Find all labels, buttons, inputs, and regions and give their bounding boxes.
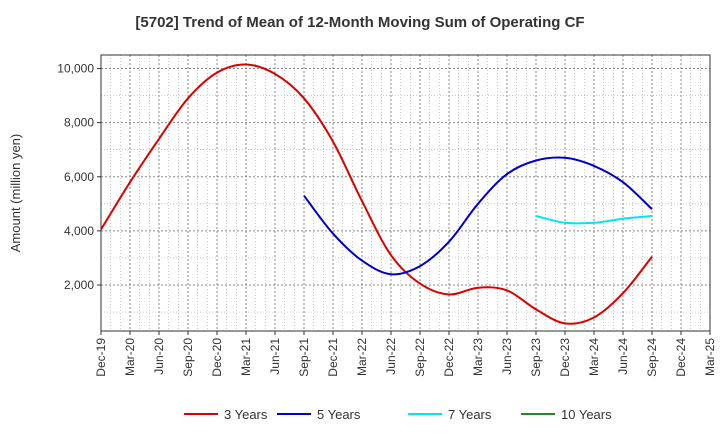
legend-label-3-years: 3 Years (224, 407, 268, 422)
x-tick-label: Dec-20 (210, 338, 224, 377)
y-axis-label: Amount (million yen) (8, 134, 23, 253)
x-tick-label: Dec-23 (558, 338, 572, 377)
legend-label-7-years: 7 Years (448, 407, 492, 422)
x-tick-label: Jun-23 (500, 338, 514, 375)
x-tick-label: Dec-19 (94, 338, 108, 377)
x-tick-label: Mar-22 (355, 338, 369, 376)
x-axis: Dec-19 Mar-20 Jun-20 Sep-20 Dec-20 Mar-21 Jun-… (94, 331, 717, 377)
x-tick-label: Sep-23 (529, 338, 543, 377)
y-tick-label: 10,000 (57, 62, 94, 76)
x-tick-label: Mar-24 (587, 338, 601, 376)
legend: 3 Years 5 Years 7 Years 10 Years (184, 407, 612, 422)
x-tick-label: Sep-22 (413, 338, 427, 377)
series-lines (100, 63, 653, 325)
series-line-7-years (535, 215, 653, 225)
x-tick-label: Sep-24 (645, 338, 659, 377)
chart-title: [5702] Trend of Mean of 12-Month Moving … (135, 14, 584, 31)
x-tick-label: Dec-21 (326, 338, 340, 377)
y-tick-label: 6,000 (64, 170, 94, 184)
x-tick-label: Jun-20 (152, 338, 166, 375)
legend-label-5-years: 5 Years (317, 407, 361, 422)
x-tick-label: Mar-21 (239, 338, 253, 376)
y-tick-label: 2,000 (64, 278, 94, 292)
y-tick-label: 8,000 (64, 116, 94, 130)
gridlines (101, 55, 710, 331)
y-axis: 2,000 4,000 6,000 8,000 10,000 (57, 62, 101, 292)
x-tick-label: Jun-21 (268, 338, 282, 375)
x-tick-label: Mar-25 (703, 338, 717, 376)
x-tick-label: Mar-23 (471, 338, 485, 376)
plot-area-border (100, 54, 711, 332)
x-tick-label: Sep-21 (297, 338, 311, 377)
x-tick-label: Dec-22 (442, 338, 456, 377)
x-tick-label: Dec-24 (674, 338, 688, 377)
x-tick-label: Jun-22 (384, 338, 398, 375)
y-tick-label: 4,000 (64, 224, 94, 238)
x-tick-label: Mar-20 (123, 338, 137, 376)
series-line-3-years (100, 63, 653, 325)
x-tick-label: Sep-20 (181, 338, 195, 377)
series-line-5-years (303, 156, 653, 276)
x-tick-label: Jun-24 (616, 338, 630, 375)
legend-label-10-years: 10 Years (561, 407, 612, 422)
